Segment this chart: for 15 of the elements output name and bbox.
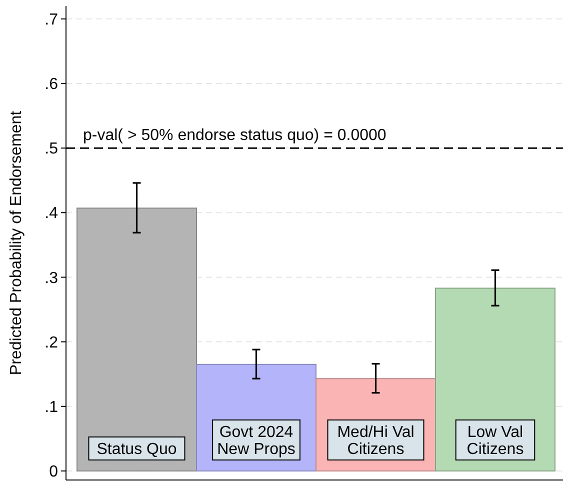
y-tick-label: .1 [44,398,58,416]
y-tick-label: .6 [44,76,58,94]
x-tick-label: Med/Hi Val Citizens [337,424,414,458]
x-tick-label: Govt 2024 New Props [217,424,296,458]
y-tick-label: 0 [49,464,58,481]
y-tick-label: .4 [44,205,58,222]
y-tick-label: .3 [44,270,58,287]
x-tick-label: Low Val Citizens [466,424,524,458]
y-tick-label: .7 [44,12,58,29]
x-tick-label: Status Quo [96,440,177,458]
bar [76,208,197,472]
y-tick-label: .5 [44,140,58,158]
y-axis-title: Predicted Probability of Endorsement [8,110,25,376]
ref-line-label: p-val( > 50% endorse status quo) = 0.0000 [83,127,386,144]
y-tick-label: .2 [44,334,58,352]
